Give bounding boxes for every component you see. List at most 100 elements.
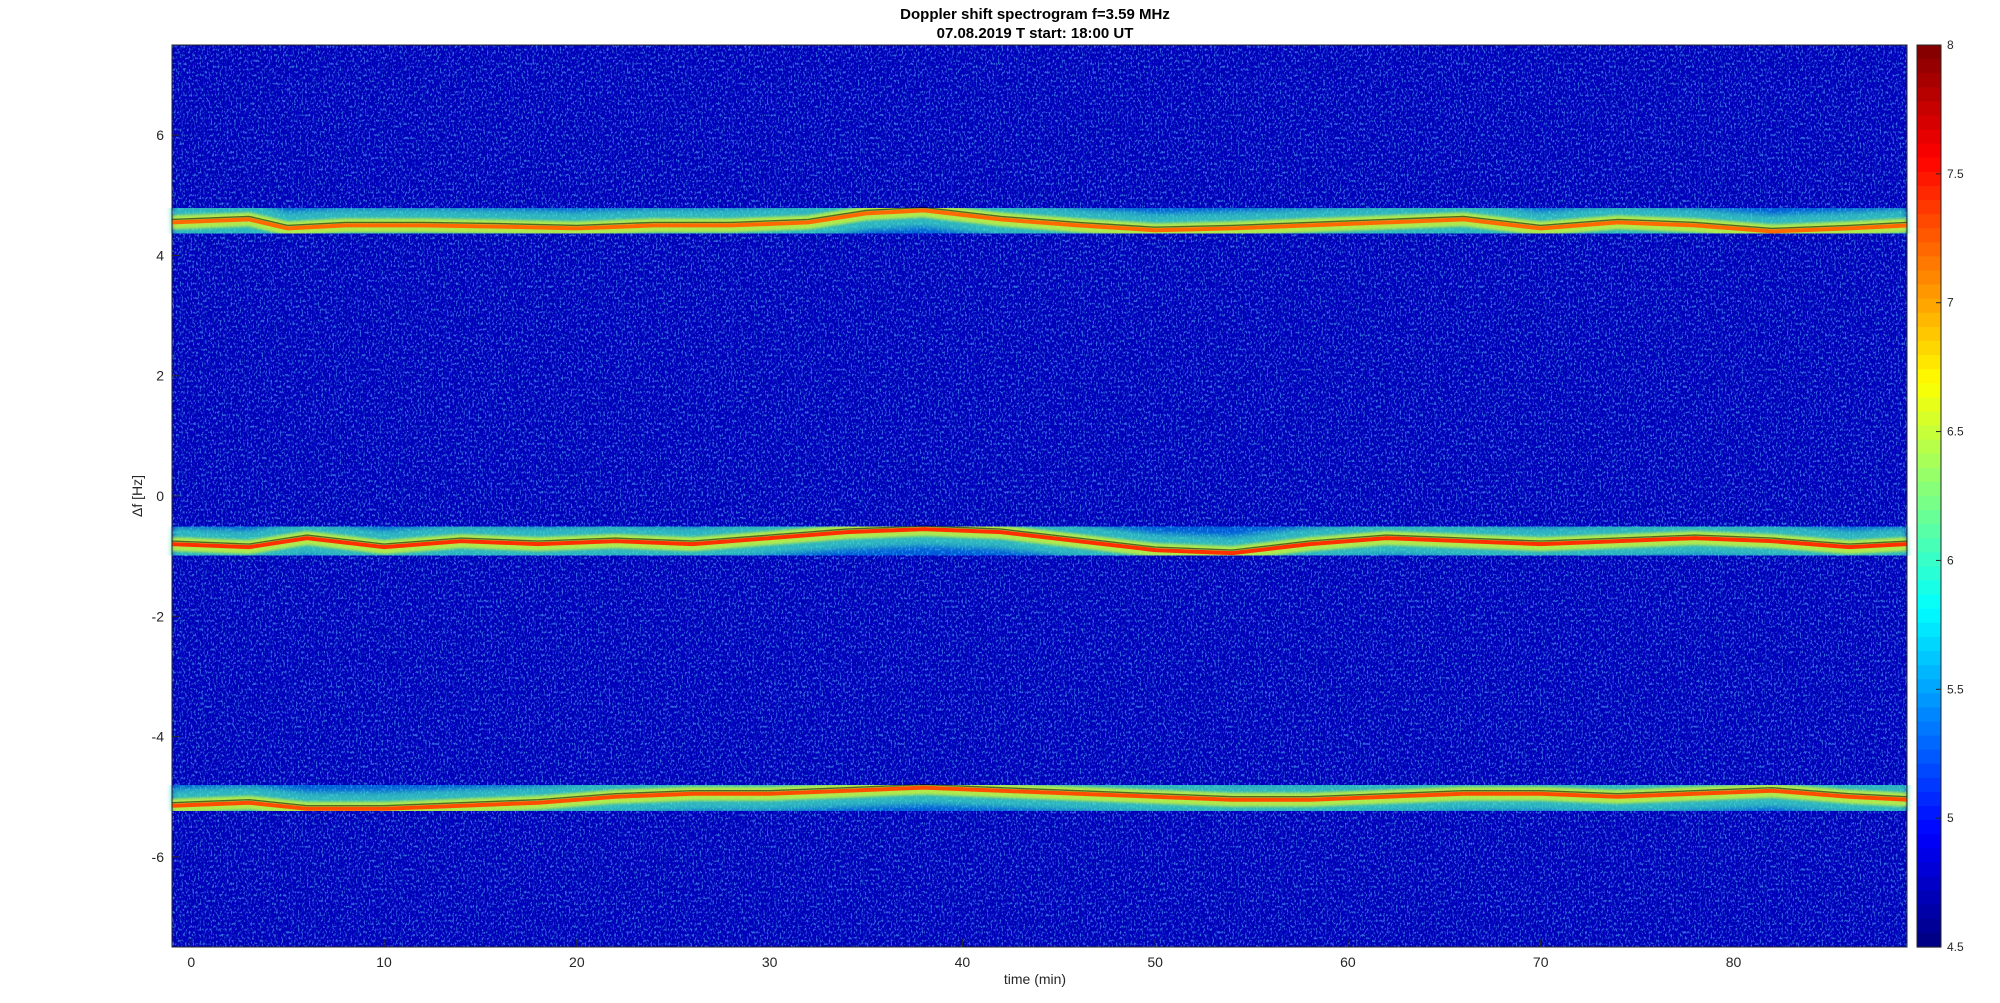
x-tick-label: 60 xyxy=(1340,954,1356,970)
trace-2 xyxy=(170,499,1909,584)
colorbar-segment xyxy=(1917,679,1941,694)
trace-3 xyxy=(170,757,1909,839)
colorbar-tick-label: 6.5 xyxy=(1947,425,1964,439)
colorbar-segment xyxy=(1917,59,1941,74)
colorbar-segment xyxy=(1917,496,1941,511)
colorbar-segment xyxy=(1917,101,1941,117)
trace-core xyxy=(171,785,1908,811)
colorbar-segment xyxy=(1917,904,1941,920)
chart-title: Doppler shift spectrogram f=3.59 MHz xyxy=(900,6,1170,23)
colorbar-segment xyxy=(1917,834,1941,849)
colorbar-segment xyxy=(1917,397,1941,413)
colorbar-segment xyxy=(1917,45,1941,60)
trace-core xyxy=(171,527,1908,556)
colorbar-segment xyxy=(1917,73,1941,88)
colorbar-segment xyxy=(1917,439,1941,455)
x-tick-label: 50 xyxy=(1147,954,1163,970)
colorbar-segment xyxy=(1917,242,1941,257)
y-tick-label: 2 xyxy=(156,368,164,384)
colorbar-segment xyxy=(1917,890,1941,906)
colorbar-segment xyxy=(1917,791,1941,807)
colorbar-segment xyxy=(1917,298,1941,314)
colorbar-segment xyxy=(1917,735,1941,751)
colorbar-segment xyxy=(1917,749,1941,765)
colorbar-segment xyxy=(1917,326,1941,342)
colorbar-segment xyxy=(1917,200,1941,215)
colorbar-segment xyxy=(1917,369,1941,384)
y-tick-label: -6 xyxy=(152,849,165,865)
colorbar-segment xyxy=(1917,763,1941,779)
colorbar-tick-label: 5.5 xyxy=(1947,682,1964,696)
colorbar-segment xyxy=(1917,453,1941,469)
colorbar-segment xyxy=(1917,157,1941,173)
trace-fit-line xyxy=(171,525,1908,551)
colorbar-segment xyxy=(1917,228,1941,243)
colorbar-segment xyxy=(1917,510,1941,525)
colorbar: 8 7.5 7 6.5 6 5.5 5 4.5 xyxy=(1916,38,1964,954)
colorbar-segment xyxy=(1917,171,1941,187)
colorbar-segment xyxy=(1917,848,1941,864)
chart-subtitle: 07.08.2019 T start: 18:00 UT xyxy=(937,25,1134,42)
colorbar-tick-label: 6 xyxy=(1947,553,1954,567)
trace-core xyxy=(171,208,1908,234)
colorbar-tick-label: 7 xyxy=(1947,296,1954,310)
colorbar-segment xyxy=(1917,622,1941,638)
x-tick-label: 0 xyxy=(187,954,195,970)
colorbar-tick-label: 7.5 xyxy=(1947,167,1964,181)
signal-traces xyxy=(170,180,1909,839)
colorbar-segment xyxy=(1917,594,1941,610)
trace-fit-line xyxy=(171,206,1908,230)
colorbar-frame xyxy=(1916,44,1942,948)
colorbar-tick-label: 4.5 xyxy=(1947,940,1964,954)
plot-area xyxy=(170,44,1909,948)
y-axis-label: Δf [Hz] xyxy=(129,475,145,517)
colorbar-segment xyxy=(1917,665,1941,680)
y-tick-label: -4 xyxy=(152,729,165,745)
colorbar-segment xyxy=(1917,552,1941,568)
colorbar-segment xyxy=(1917,820,1941,835)
colorbar-segment xyxy=(1917,876,1941,892)
y-tick-label: 4 xyxy=(156,247,164,263)
colorbar-segment xyxy=(1917,566,1941,582)
colorbar-segment xyxy=(1917,425,1941,441)
colorbar-segment xyxy=(1917,87,1941,102)
colorbar-segment xyxy=(1917,693,1941,708)
colorbar-segment xyxy=(1917,806,1941,821)
x-tick-label: 30 xyxy=(762,954,778,970)
colorbar-segment xyxy=(1917,143,1941,159)
colorbar-segment xyxy=(1917,918,1941,934)
colorbar-tick-label: 5 xyxy=(1947,811,1954,825)
colorbar-segment xyxy=(1917,580,1941,596)
colorbar-segment xyxy=(1917,651,1941,666)
colorbar-segment xyxy=(1917,129,1941,145)
colorbar-segment xyxy=(1917,481,1941,497)
colorbar-segment xyxy=(1917,467,1941,483)
colorbar-tick-label: 8 xyxy=(1947,38,1954,52)
colorbar-segment xyxy=(1917,777,1941,793)
colorbar-segment xyxy=(1917,383,1941,398)
colorbar-segment xyxy=(1917,411,1941,427)
y-tick-label: 0 xyxy=(156,488,164,504)
x-tick-label: 10 xyxy=(376,954,392,970)
colorbar-segment xyxy=(1917,862,1941,878)
x-axis-ticks: 0 10 20 30 40 50 60 70 80 xyxy=(187,939,1741,970)
x-tick-label: 80 xyxy=(1726,954,1742,970)
colorbar-segment xyxy=(1917,284,1941,300)
colorbar-segment xyxy=(1917,256,1941,272)
colorbar-segment xyxy=(1917,932,1941,948)
colorbar-segment xyxy=(1917,636,1941,652)
colorbar-segment xyxy=(1917,270,1941,286)
colorbar-segment xyxy=(1917,721,1941,737)
x-axis-label: time (min) xyxy=(1004,971,1066,987)
colorbar-segment xyxy=(1917,185,1941,201)
colorbar-segment xyxy=(1917,115,1941,131)
x-tick-label: 20 xyxy=(569,954,585,970)
y-axis-ticks: 6 4 2 0 -2 -4 -6 xyxy=(152,127,180,865)
colorbar-segment xyxy=(1917,707,1941,723)
colorbar-segment xyxy=(1917,312,1941,328)
trace-1 xyxy=(170,180,1909,262)
colorbar-segment xyxy=(1917,608,1941,624)
x-tick-label: 70 xyxy=(1533,954,1549,970)
colorbar-segment xyxy=(1917,355,1941,370)
